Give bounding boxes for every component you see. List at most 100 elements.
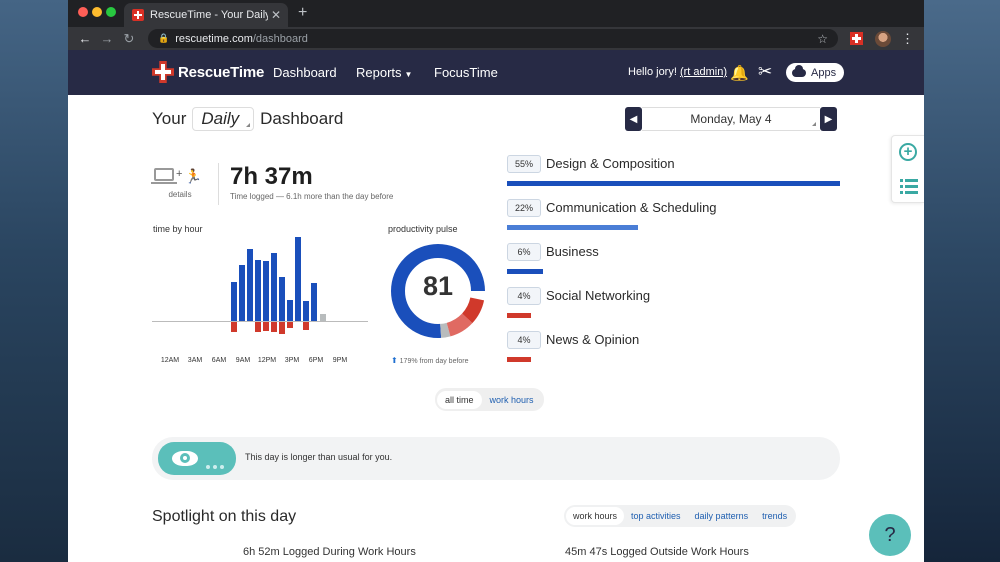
hour-bar-productive — [239, 265, 245, 321]
work-hours-toggle[interactable]: work hours — [489, 394, 534, 405]
close-window-button[interactable] — [78, 7, 88, 17]
lock-icon: 🔒 — [158, 33, 170, 43]
period-select[interactable]: Daily — [192, 107, 255, 131]
hour-tick-label: 9PM — [332, 357, 348, 364]
category-row[interactable]: 6% Business — [507, 243, 843, 287]
hour-bar-distracting — [303, 322, 309, 330]
dashboard-content: Your Daily Dashboard ◀ Monday, May 4 ▶ +… — [68, 95, 924, 562]
category-row[interactable]: 4% News & Opinion — [507, 331, 843, 375]
category-row[interactable]: 55% Design & Composition — [507, 155, 843, 199]
hour-bar-distracting — [255, 322, 261, 332]
dots-icon — [206, 456, 227, 474]
back-icon[interactable]: ← — [78, 31, 92, 46]
page-title-suffix: Dashboard — [260, 109, 344, 128]
date-navigator: ◀ Monday, May 4 ▶ — [625, 107, 837, 131]
laptop-icon — [151, 168, 177, 184]
hour-bar-productive — [271, 253, 277, 321]
category-percent: 6% — [507, 243, 541, 261]
reload-icon[interactable]: ↻ — [123, 30, 135, 46]
nav-focustime[interactable]: FocusTime — [434, 65, 498, 80]
logged-during-work-hours: 6h 52m Logged During Work Hours — [243, 546, 416, 558]
insight-pill[interactable] — [158, 442, 236, 475]
cloud-icon — [792, 64, 806, 77]
nav-dashboard[interactable]: Dashboard — [273, 65, 337, 80]
productivity-pulse-donut[interactable] — [389, 242, 487, 340]
next-day-button[interactable]: ▶ — [820, 107, 837, 131]
profile-avatar-icon[interactable] — [875, 30, 891, 47]
hour-bar-productive — [287, 300, 293, 321]
rescuetime-logo[interactable]: RescueTime — [152, 61, 264, 83]
hour-tick-label: 6AM — [211, 357, 227, 364]
hour-bar-productive — [255, 260, 261, 321]
hour-axis-labels: 12AM 3AM 6AM 9AM 12PM 3PM 6PM 9PM — [152, 357, 372, 369]
summary-divider — [218, 163, 219, 205]
bell-icon[interactable]: 🔔 — [730, 65, 749, 82]
rescuetime-favicon-icon — [132, 9, 144, 21]
hour-bar-distracting — [263, 322, 269, 331]
hour-bar-distracting — [279, 322, 285, 334]
url-path: /dashboard — [252, 32, 308, 45]
rescuetime-extension-icon[interactable] — [850, 32, 863, 45]
star-icon[interactable]: ☆ — [817, 31, 828, 46]
tab-work-hours[interactable]: work hours — [566, 507, 625, 525]
category-bar — [507, 357, 531, 362]
page-title-prefix: Your — [152, 109, 187, 128]
hour-tick-label: 6PM — [308, 357, 324, 364]
time-by-hour-chart[interactable] — [152, 236, 372, 341]
category-row[interactable]: 4% Social Networking — [507, 287, 843, 331]
category-row[interactable]: 22% Communication & Scheduling — [507, 199, 843, 243]
total-time-logged: 7h 37m — [230, 163, 313, 190]
spotlight-title: Spotlight on this day — [152, 508, 297, 525]
category-bar — [507, 313, 531, 318]
previous-day-button[interactable]: ◀ — [625, 107, 642, 131]
chevron-down-icon: ▼ — [404, 70, 413, 79]
arrow-up-icon: ⬆ — [391, 356, 398, 365]
category-bar — [507, 181, 840, 186]
apps-button[interactable]: Apps — [786, 63, 845, 82]
help-button[interactable]: ? — [869, 514, 911, 556]
tab-top-activities[interactable]: top activities — [631, 511, 681, 521]
category-name: Design & Composition — [546, 156, 675, 171]
forward-icon[interactable]: → — [100, 31, 114, 46]
list-icon[interactable] — [900, 179, 918, 195]
hour-bar-productive — [247, 249, 253, 321]
hour-bar-neutral — [320, 314, 326, 321]
hour-bar-productive — [231, 282, 237, 321]
details-label: details — [168, 190, 192, 199]
url-host: rescuetime.com — [175, 32, 253, 45]
tab-daily-patterns[interactable]: daily patterns — [694, 511, 749, 521]
insight-banner: This day is longer than usual for you. — [152, 437, 840, 480]
productivity-score: 81 — [422, 271, 454, 301]
category-percent: 55% — [507, 155, 541, 173]
admin-link[interactable]: (rt admin) — [679, 66, 728, 78]
tab-trends[interactable]: trends — [762, 511, 788, 521]
all-time-toggle[interactable]: all time — [437, 390, 482, 409]
address-bar[interactable]: 🔒 rescuetime.com/dashboard ☆ — [148, 29, 838, 48]
nav-reports[interactable]: Reports ▼ — [356, 65, 412, 80]
site-header: RescueTime Dashboard Reports ▼ FocusTime … — [68, 50, 924, 95]
minimize-window-button[interactable] — [92, 7, 102, 17]
category-name: Social Networking — [546, 288, 651, 303]
device-details[interactable]: + 🏃 details — [151, 168, 206, 199]
eye-icon — [172, 451, 198, 466]
maximize-window-button[interactable] — [106, 7, 116, 17]
time-logged-subtext: Time logged — 6.1h more than the day bef… — [230, 192, 394, 201]
pulse-inner — [407, 260, 469, 322]
plus-symbol: + — [176, 168, 183, 180]
productivity-pulse-label: productivity pulse — [388, 224, 458, 234]
greeting-text: Hello jory! — [628, 66, 680, 78]
logo-text: RescueTime — [178, 63, 265, 81]
hour-tick-label: 12PM — [257, 357, 277, 364]
browser-menu-icon[interactable]: ⋮ — [901, 30, 914, 46]
new-tab-button[interactable]: + — [298, 4, 308, 21]
tools-icon[interactable]: ✂ — [758, 62, 773, 81]
date-select[interactable]: Monday, May 4 — [642, 107, 820, 131]
plus-icon[interactable]: + — [899, 143, 917, 161]
browser-tab[interactable]: RescueTime - Your Daily dashb ✕ — [124, 3, 288, 27]
insight-text: This day is longer than usual for you. — [245, 452, 393, 462]
hour-tick-label: 9AM — [235, 357, 251, 364]
tab-bar: RescueTime - Your Daily dashb ✕ + — [68, 0, 924, 27]
logo-cross-icon — [152, 61, 174, 83]
hour-tick-label: 3AM — [187, 357, 203, 364]
close-tab-icon[interactable]: ✕ — [270, 8, 282, 22]
